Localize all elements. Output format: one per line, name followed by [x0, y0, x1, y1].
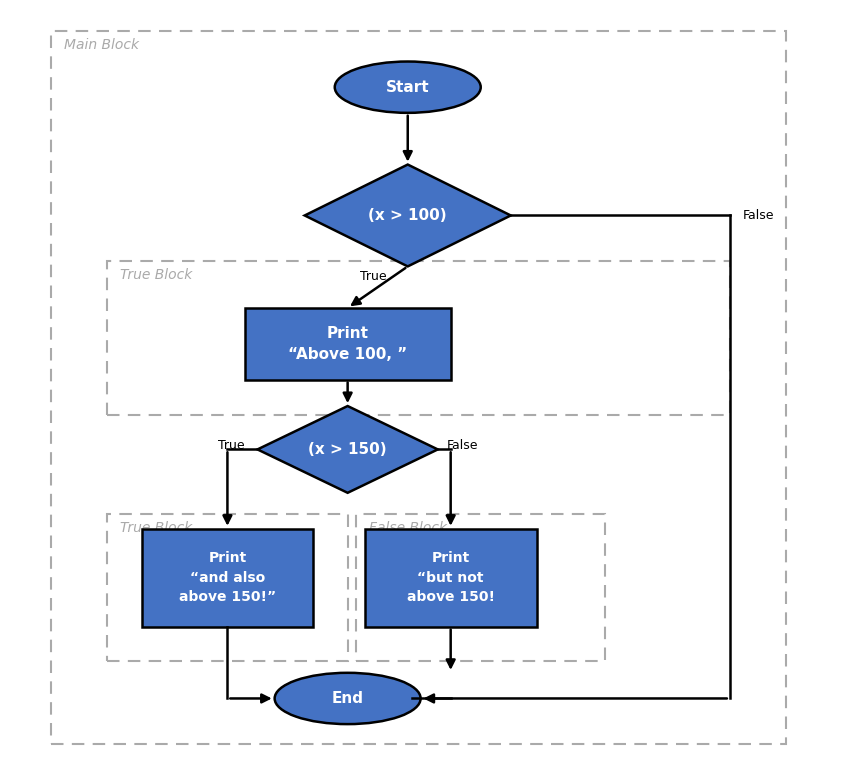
- Bar: [108, 261, 730, 416]
- Ellipse shape: [335, 62, 480, 113]
- Text: (x > 100): (x > 100): [368, 208, 447, 223]
- Text: End: End: [332, 691, 363, 706]
- Bar: [244, 308, 451, 380]
- Text: Print
“Above 100, ”: Print “Above 100, ”: [288, 326, 407, 362]
- Bar: [356, 513, 605, 661]
- Text: False Block: False Block: [369, 521, 447, 535]
- Text: False: False: [743, 209, 774, 222]
- Text: Print
“and also
above 150!”: Print “and also above 150!”: [179, 551, 276, 604]
- Text: True Block: True Block: [121, 521, 192, 535]
- Ellipse shape: [275, 673, 420, 724]
- Polygon shape: [257, 406, 438, 493]
- Text: True Block: True Block: [121, 269, 192, 282]
- Text: Print
“but not
above 150!: Print “but not above 150!: [407, 551, 495, 604]
- Text: False: False: [447, 439, 478, 452]
- Bar: [108, 513, 348, 661]
- Text: True: True: [218, 439, 244, 452]
- Text: Main Block: Main Block: [64, 38, 140, 52]
- Polygon shape: [304, 165, 511, 266]
- Bar: [141, 529, 313, 626]
- Text: Start: Start: [386, 79, 429, 95]
- Text: True: True: [360, 270, 387, 283]
- Bar: [51, 31, 786, 744]
- Text: (x > 150): (x > 150): [309, 442, 387, 457]
- Bar: [365, 529, 537, 626]
